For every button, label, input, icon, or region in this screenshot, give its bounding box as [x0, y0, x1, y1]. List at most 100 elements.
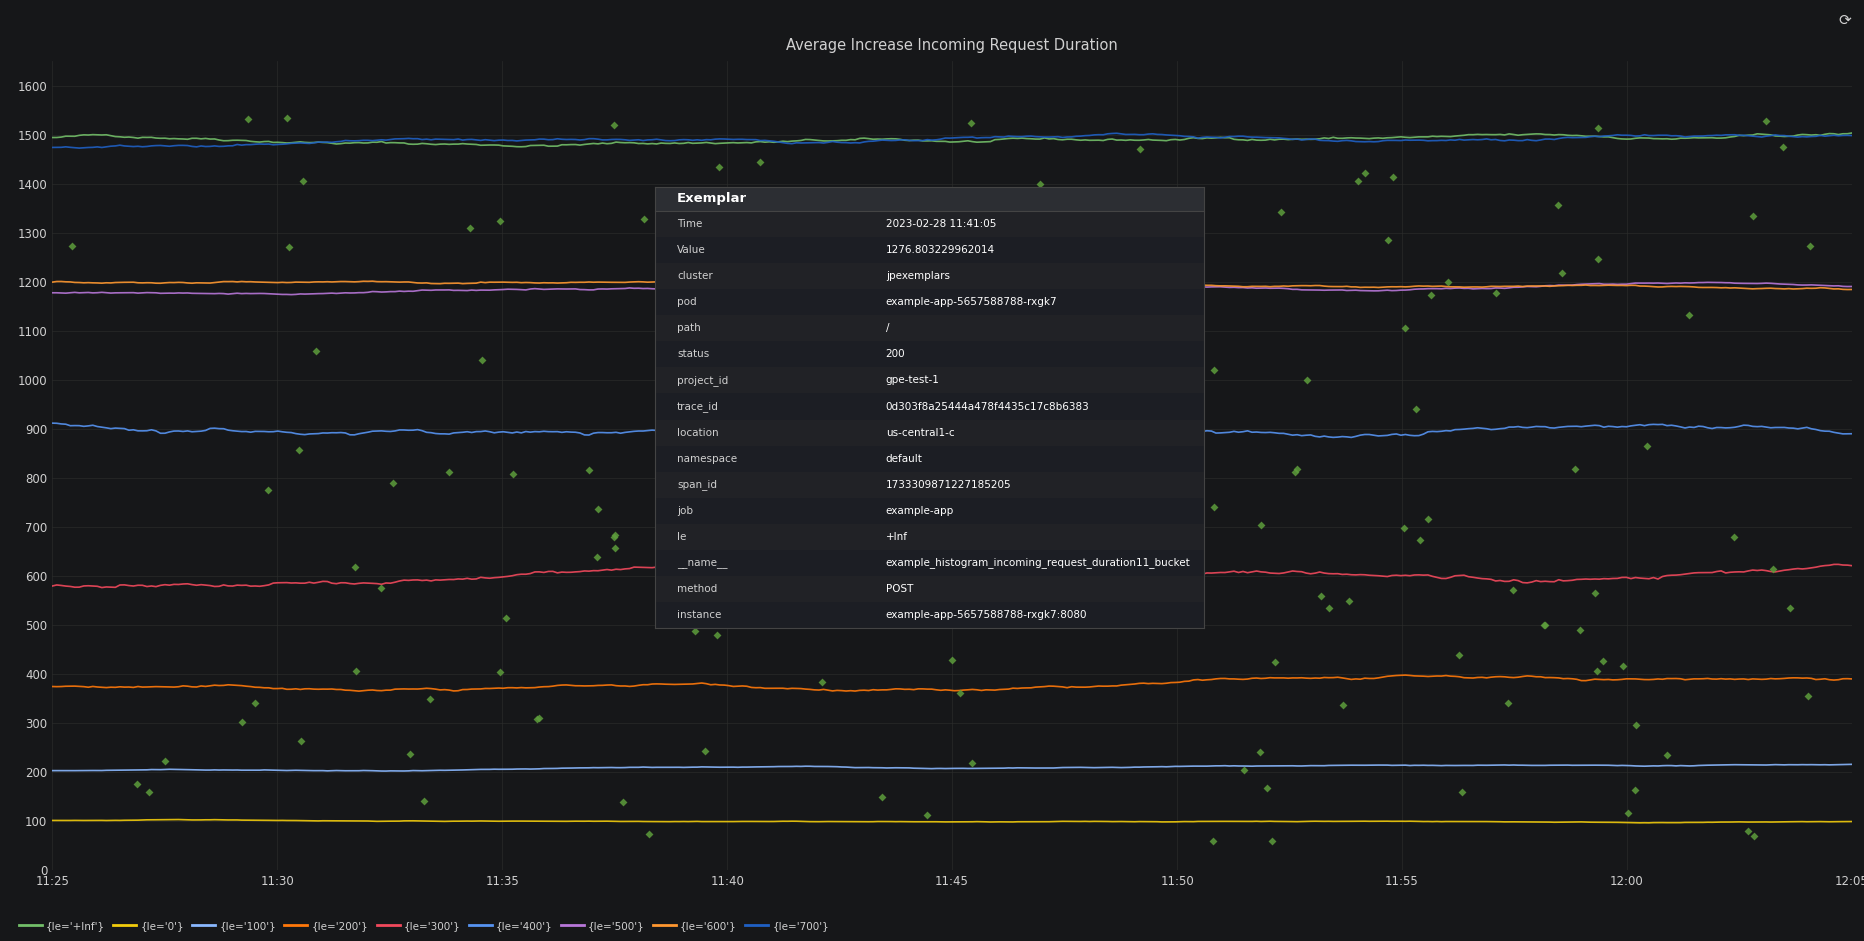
- Point: [434, 465, 464, 480]
- Point: [1228, 763, 1258, 778]
- Point: [807, 674, 837, 689]
- Text: trace_id: trace_id: [677, 401, 720, 412]
- Point: [1333, 594, 1363, 609]
- Point: [746, 401, 775, 416]
- Bar: [654, 393, 1204, 420]
- Point: [1793, 689, 1823, 704]
- Title: Average Increase Incoming Request Duration: Average Increase Incoming Request Durati…: [787, 38, 1117, 53]
- Point: [1631, 439, 1661, 454]
- Point: [1016, 189, 1046, 204]
- Point: [498, 467, 528, 482]
- Point: [1775, 600, 1804, 615]
- Legend: {le='+Inf'}, {le='0'}, {le='100'}, {le='200'}, {le='300'}, {le='400'}, {le='500': {le='+Inf'}, {le='0'}, {le='100'}, {le='…: [15, 917, 833, 934]
- Point: [485, 664, 514, 679]
- Point: [1739, 828, 1769, 843]
- Point: [867, 789, 897, 805]
- Bar: [654, 445, 1204, 471]
- Point: [703, 159, 733, 174]
- Point: [1258, 654, 1288, 669]
- Point: [608, 794, 637, 809]
- Text: +Inf: +Inf: [885, 532, 908, 542]
- Point: [1719, 530, 1748, 545]
- Point: [522, 711, 552, 726]
- Bar: [654, 601, 1204, 628]
- Point: [938, 652, 967, 667]
- Point: [1327, 697, 1357, 712]
- Text: us-central1-c: us-central1-c: [885, 427, 954, 438]
- Text: POST: POST: [885, 583, 913, 594]
- Point: [1480, 286, 1510, 301]
- Point: [1377, 169, 1407, 184]
- Point: [1314, 601, 1344, 616]
- Bar: [654, 186, 1204, 212]
- Point: [1199, 834, 1228, 849]
- Point: [1404, 532, 1433, 547]
- Point: [1413, 511, 1443, 526]
- Text: Time: Time: [677, 219, 703, 230]
- Point: [1737, 208, 1767, 223]
- Text: span_id: span_id: [677, 479, 716, 490]
- Point: [973, 548, 1003, 563]
- Point: [134, 784, 164, 799]
- Text: example_histogram_incoming_request_duration11_bucket: example_histogram_incoming_request_durat…: [885, 557, 1189, 568]
- Text: ⟳: ⟳: [1838, 13, 1849, 28]
- Text: Exemplar: Exemplar: [677, 193, 747, 205]
- Point: [1620, 717, 1650, 732]
- Point: [945, 685, 975, 700]
- Text: example-app-5657588788-rxgk7: example-app-5657588788-rxgk7: [885, 297, 1057, 308]
- Point: [1583, 120, 1612, 136]
- Point: [574, 462, 604, 477]
- Point: [227, 714, 257, 729]
- Bar: [654, 237, 1204, 263]
- Point: [240, 695, 270, 710]
- Text: method: method: [677, 583, 718, 594]
- Point: [1292, 373, 1322, 388]
- Point: [1581, 663, 1610, 678]
- Text: project_id: project_id: [677, 375, 729, 386]
- Point: [1245, 744, 1275, 759]
- Point: [1389, 521, 1419, 536]
- Point: [634, 826, 664, 841]
- Point: [365, 581, 395, 596]
- Point: [1652, 747, 1681, 762]
- Point: [285, 733, 315, 748]
- Point: [744, 155, 774, 170]
- Point: [1445, 647, 1474, 662]
- Point: [272, 111, 302, 126]
- Point: [582, 549, 611, 564]
- Point: [775, 263, 805, 279]
- Point: [378, 475, 408, 490]
- Point: [1530, 617, 1560, 632]
- Point: [1342, 173, 1372, 188]
- Bar: [654, 290, 1204, 315]
- Point: [1199, 362, 1228, 377]
- Point: [287, 173, 317, 188]
- Point: [1493, 695, 1523, 710]
- Point: [1767, 140, 1797, 155]
- Point: [123, 777, 153, 792]
- Point: [490, 610, 520, 625]
- Point: [583, 501, 613, 516]
- Point: [600, 540, 630, 555]
- Text: Value: Value: [677, 246, 705, 255]
- Point: [455, 221, 485, 236]
- Text: le: le: [677, 532, 686, 542]
- Point: [1025, 176, 1055, 191]
- Point: [1072, 583, 1102, 598]
- Point: [1607, 659, 1637, 674]
- Point: [274, 239, 304, 254]
- Point: [893, 430, 923, 445]
- Point: [727, 531, 757, 546]
- Text: location: location: [677, 427, 718, 438]
- Text: __name__: __name__: [677, 558, 727, 567]
- Point: [1305, 589, 1335, 604]
- Point: [1793, 238, 1823, 253]
- Point: [1279, 464, 1309, 479]
- Text: namespace: namespace: [677, 454, 736, 464]
- Point: [283, 442, 313, 457]
- Point: [938, 269, 967, 284]
- Point: [956, 756, 986, 771]
- Point: [414, 692, 444, 707]
- Text: pod: pod: [677, 297, 697, 308]
- Point: [1372, 232, 1402, 247]
